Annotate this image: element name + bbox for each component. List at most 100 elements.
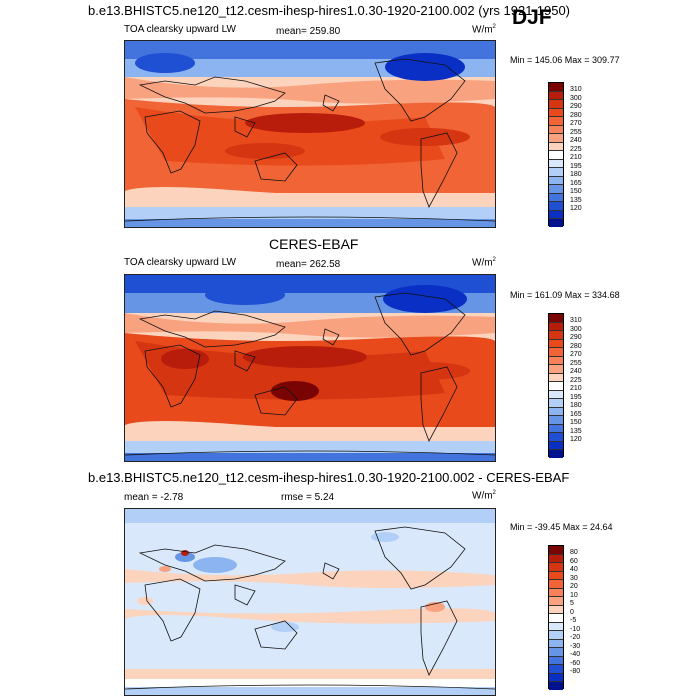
panel2-level: 120	[570, 436, 582, 443]
panel2-swatch	[549, 331, 563, 340]
panel3-swatch	[549, 580, 563, 589]
panel3-units: W/m2	[472, 490, 496, 502]
season-label: DJF	[512, 6, 552, 29]
panel2-level: 135	[570, 427, 582, 435]
panel1-level: 180	[570, 171, 582, 178]
panel3-swatch	[549, 631, 563, 640]
panel1-swatch	[549, 125, 563, 134]
panel1-swatch	[549, 91, 563, 100]
panel3-level: 10	[570, 591, 578, 599]
panel3-level: -80	[570, 668, 581, 675]
panel3-level: -40	[570, 651, 581, 658]
panel1-level: 270	[570, 120, 582, 127]
panel1-level: 195	[570, 162, 582, 170]
panel2-level: 280	[570, 342, 582, 350]
panel3-swatch	[549, 639, 563, 648]
panel3-level: 40	[570, 566, 578, 573]
panel2-coastlines	[125, 292, 495, 456]
panel3-level: 30	[570, 574, 578, 582]
panel2-level: 255	[570, 359, 582, 367]
panel3-map-svg	[125, 509, 495, 695]
figure-title: b.e13.BHISTC5.ne120_t12.cesm-ihesp-hires…	[88, 3, 571, 18]
panel1-minmax: Min = 145.06 Max = 309.77	[510, 55, 620, 65]
panel3-level: 0	[570, 608, 574, 616]
panel3-level: 80	[570, 549, 578, 556]
panel1-swatch	[549, 134, 563, 143]
panel3-swatch	[549, 588, 563, 597]
panel1-level: 150	[570, 188, 582, 195]
panel1-swatch	[549, 142, 563, 151]
panel2-mean: mean= 262.58	[276, 259, 341, 270]
panel1-level: 290	[570, 103, 582, 110]
panel1-units: W/m2	[472, 24, 496, 36]
panel2-swatch	[549, 314, 563, 323]
panel3-swatch	[549, 622, 563, 631]
panel1-level: 165	[570, 179, 582, 187]
panel1-coastlines	[125, 58, 495, 222]
panel1-swatch	[549, 168, 563, 177]
panel2-map-svg	[125, 275, 495, 461]
panel1-swatch	[549, 219, 563, 227]
panel2-variable: TOA clearsky upward LW	[124, 257, 236, 268]
panel3-swatch	[549, 563, 563, 572]
panel3-swatch	[549, 546, 563, 555]
panel2-colorbar	[548, 313, 564, 458]
panel3-swatch	[549, 614, 563, 623]
panel3-level: -30	[570, 642, 581, 650]
panel3-swatch	[549, 673, 563, 682]
panel3-level: -5	[570, 617, 577, 624]
panel2-swatch	[549, 416, 563, 425]
panel1-level: 120	[570, 205, 582, 212]
panel3-level: 20	[570, 583, 578, 590]
panel3-swatch	[549, 648, 563, 657]
panel2-level: 290	[570, 334, 582, 341]
panel2-swatch	[549, 339, 563, 348]
panel1-colorbar	[548, 82, 564, 227]
panel1-level: 210	[570, 154, 582, 161]
panel2-swatch	[549, 424, 563, 433]
panel2-map	[124, 274, 496, 462]
panel3-mean: mean = -2.78	[124, 492, 184, 503]
panel3-swatch	[549, 554, 563, 563]
panel1-map-svg	[125, 41, 495, 227]
panel3-level: -20	[570, 634, 581, 641]
panel3-swatch	[549, 656, 563, 665]
panel1-map	[124, 40, 496, 228]
panel2-swatch	[549, 399, 563, 408]
panel1-swatch	[549, 159, 563, 168]
panel2-swatch	[549, 390, 563, 399]
panel1-level: 255	[570, 128, 582, 136]
panel2-swatch	[549, 433, 563, 442]
panel2-swatch	[549, 365, 563, 374]
panel2-level: 195	[570, 393, 582, 401]
panel1-swatch	[549, 151, 563, 160]
panel2-level: 150	[570, 419, 582, 426]
panel3-colorbar	[548, 545, 564, 690]
panel2-swatch	[549, 450, 563, 458]
panel3-rmse: rmse = 5.24	[281, 492, 335, 503]
panel1-swatch	[549, 100, 563, 109]
panel1-swatch	[549, 117, 563, 126]
panel1-swatch	[549, 210, 563, 219]
panel1-swatch	[549, 193, 563, 202]
panel3-minmax: Min = -39.45 Max = 24.64	[510, 522, 613, 532]
panel2-swatch	[549, 348, 563, 357]
panel3-swatch	[549, 665, 563, 674]
panel3-swatch	[549, 597, 563, 606]
panel3-coastlines	[125, 526, 495, 690]
panel2-level: 270	[570, 351, 582, 358]
panel1-variable: TOA clearsky upward LW	[124, 24, 236, 35]
panel1-swatch	[549, 83, 563, 92]
panel2-swatch	[549, 382, 563, 391]
panel2-units: W/m2	[472, 257, 496, 269]
panel1-level: 225	[570, 145, 582, 153]
panel2-level: 310	[570, 317, 582, 324]
panel2-swatch	[549, 373, 563, 382]
panel1-swatch	[549, 108, 563, 117]
panel1-level: 300	[570, 94, 582, 102]
panel2-title: CERES-EBAF	[269, 236, 359, 252]
panel1-swatch	[549, 202, 563, 211]
panel1-level: 280	[570, 111, 582, 119]
panel3-swatch	[549, 682, 563, 690]
panel1-level: 135	[570, 196, 582, 204]
